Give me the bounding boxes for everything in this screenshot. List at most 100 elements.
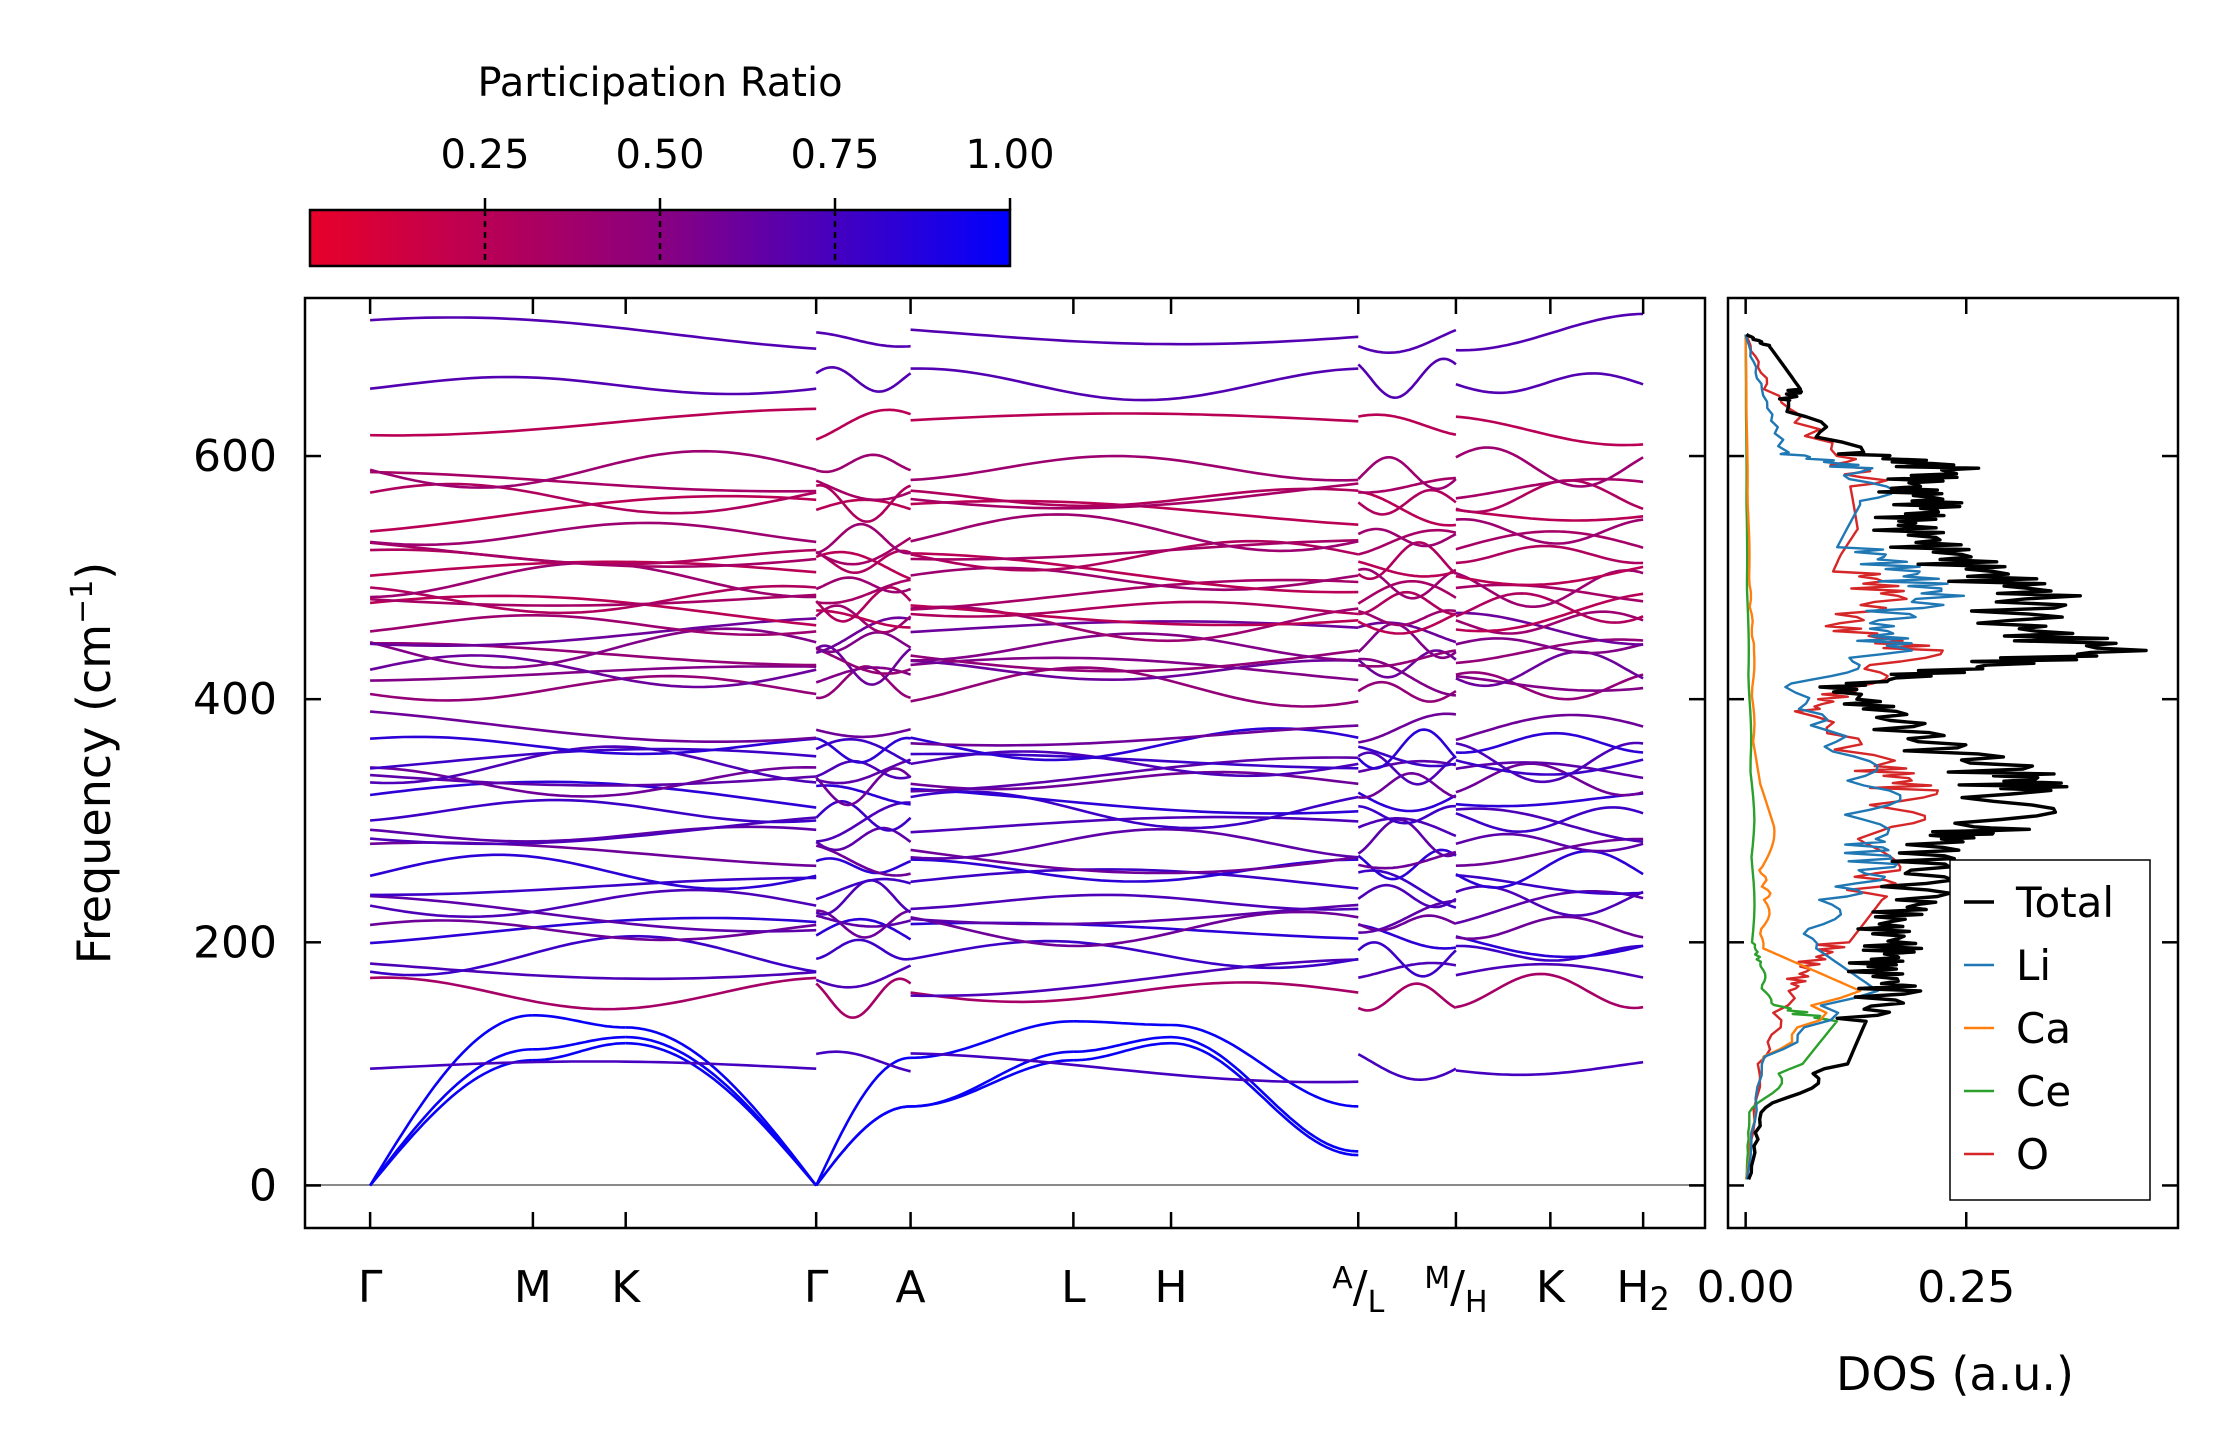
optical-branch bbox=[815, 917, 912, 941]
optical-branch bbox=[1357, 680, 1457, 703]
optical-branch bbox=[1455, 446, 1644, 488]
band-x-tick-label: H bbox=[1154, 1262, 1187, 1313]
optical-branch bbox=[369, 449, 817, 489]
y-axis-title-text: Frequency (cm bbox=[67, 624, 121, 964]
optical-branch bbox=[1358, 961, 1457, 979]
band-x-tick-label: K bbox=[1536, 1262, 1566, 1313]
optical-branch bbox=[1358, 899, 1456, 934]
optical-branch bbox=[815, 799, 912, 832]
optical-branch bbox=[815, 826, 912, 852]
optical-branch bbox=[369, 613, 817, 637]
colorbar-title: Participation Ratio bbox=[477, 60, 842, 106]
optical-branch bbox=[815, 550, 912, 581]
optical-branch bbox=[910, 910, 1359, 948]
dos-axes-frame bbox=[1726, 296, 2180, 1230]
optical-branch bbox=[816, 665, 911, 700]
acoustic-branch bbox=[1170, 1041, 1359, 1157]
optical-branch bbox=[369, 654, 817, 689]
optical-branch bbox=[816, 578, 911, 605]
optical-branch bbox=[910, 752, 1359, 770]
optical-branch bbox=[1455, 806, 1644, 834]
optical-branch bbox=[370, 470, 817, 493]
optical-branch bbox=[1455, 637, 1644, 655]
optical-branch bbox=[369, 521, 817, 547]
optical-branch bbox=[815, 585, 912, 623]
colorbar-tick-label: 1.00 bbox=[965, 132, 1054, 178]
optical-branch bbox=[370, 316, 817, 350]
band-x-ticks: Γ M K Γ A L H A/L M/H K H2 bbox=[358, 298, 1670, 1320]
band-y-tick-label: 200 bbox=[193, 917, 277, 968]
optical-branch bbox=[1358, 657, 1457, 697]
optical-branch bbox=[1455, 885, 1644, 917]
optical-branch bbox=[369, 919, 817, 942]
optical-branch bbox=[1455, 962, 1644, 979]
optical-branch bbox=[815, 498, 912, 512]
optical-branch bbox=[369, 674, 817, 702]
optical-branch bbox=[370, 894, 817, 933]
optical-branch bbox=[815, 878, 912, 916]
optical-branch bbox=[1358, 490, 1457, 527]
optical-branch bbox=[910, 939, 1359, 970]
optical-branch bbox=[815, 737, 912, 765]
optical-branch bbox=[1455, 972, 1644, 1010]
optical-branch bbox=[1455, 731, 1644, 755]
optical-branch bbox=[370, 745, 817, 785]
optical-branch bbox=[1455, 832, 1644, 853]
optical-branch bbox=[910, 632, 1359, 662]
optical-branch bbox=[1455, 312, 1644, 352]
optical-branch bbox=[1357, 560, 1457, 578]
acoustic-branch bbox=[815, 1105, 911, 1187]
optical-branch bbox=[1455, 479, 1644, 514]
optical-branch bbox=[370, 407, 817, 437]
optical-branch bbox=[1358, 712, 1457, 744]
band-x-tick-label: L bbox=[1061, 1262, 1086, 1313]
optical-branch bbox=[1357, 528, 1457, 556]
optical-branch bbox=[369, 780, 817, 809]
dos-line-total bbox=[1745, 333, 2148, 1181]
acoustic-branch bbox=[815, 1105, 911, 1187]
optical-branch bbox=[1455, 792, 1644, 808]
optical-branch bbox=[1455, 671, 1644, 701]
optical-branch bbox=[1455, 611, 1644, 646]
y-axis-title: Frequency (cm−1) bbox=[65, 562, 121, 965]
optical-branch bbox=[1455, 915, 1644, 941]
optical-branch bbox=[910, 1052, 1359, 1084]
optical-branch bbox=[1455, 758, 1644, 776]
optical-branch bbox=[815, 977, 912, 1019]
optical-branch bbox=[816, 331, 911, 348]
optical-branch bbox=[1455, 544, 1644, 565]
optical-branch bbox=[1357, 328, 1457, 355]
optical-branch bbox=[1357, 488, 1457, 516]
optical-branch bbox=[910, 367, 1359, 402]
band-x-tick-label: K bbox=[611, 1262, 641, 1313]
optical-branch bbox=[1455, 592, 1644, 633]
optical-branch bbox=[1455, 517, 1644, 545]
acoustic-branch bbox=[815, 1056, 911, 1187]
optical-branch bbox=[370, 916, 817, 945]
optical-branch bbox=[369, 594, 817, 627]
colorbar-tick-label: 0.75 bbox=[790, 132, 879, 178]
optical-branch bbox=[910, 658, 1359, 682]
optical-branch bbox=[910, 724, 1359, 747]
optical-branch bbox=[369, 853, 817, 891]
acoustic-branch bbox=[369, 1048, 533, 1187]
optical-branch bbox=[910, 454, 1359, 482]
band-axes-frame bbox=[303, 296, 1707, 1230]
optical-branch bbox=[370, 976, 817, 1011]
optical-branch bbox=[369, 934, 817, 977]
optical-branch bbox=[369, 710, 817, 744]
optical-branch bbox=[1358, 804, 1456, 825]
y-axis-title-sup: −1 bbox=[65, 580, 100, 624]
optical-branch bbox=[370, 617, 817, 648]
optical-branch bbox=[1358, 609, 1457, 627]
band-y-tick-label: 600 bbox=[193, 431, 277, 482]
optical-branch bbox=[815, 365, 912, 393]
acoustic-branch bbox=[532, 1013, 626, 1029]
acoustic-branch bbox=[532, 1041, 626, 1062]
optical-branch bbox=[910, 487, 1359, 508]
optical-branch bbox=[369, 816, 817, 846]
acoustic-branch bbox=[369, 1058, 533, 1187]
optical-branch bbox=[910, 815, 1359, 834]
colorbar-tick-label: 0.50 bbox=[615, 132, 704, 178]
optical-branch bbox=[1455, 530, 1644, 551]
